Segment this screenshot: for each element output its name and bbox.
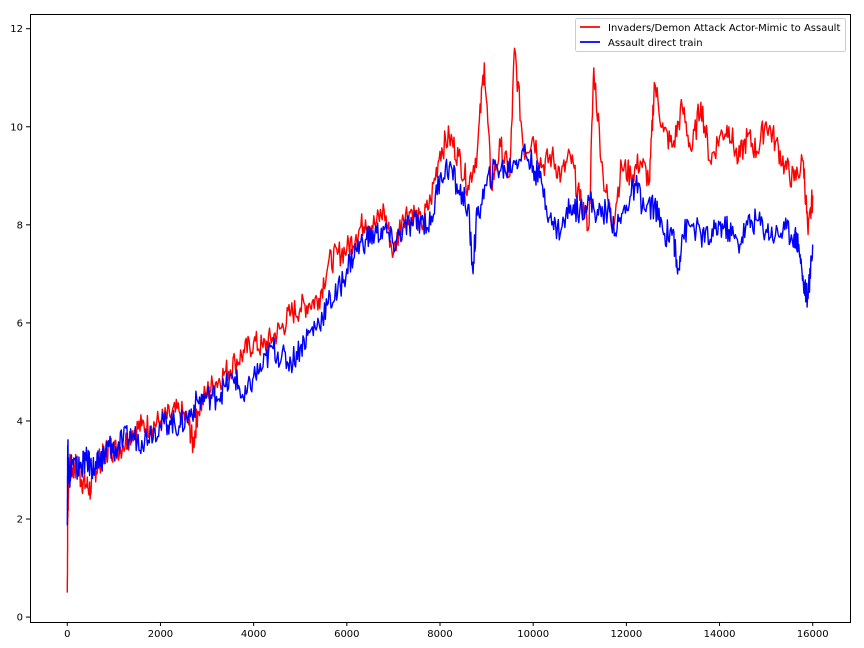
x-tick-label: 2000: [148, 629, 173, 640]
legend-label: Assault direct train: [608, 38, 703, 49]
y-tick-label: 8: [17, 220, 23, 231]
legend: Invaders/Demon Attack Actor-Mimic to Ass…: [575, 18, 846, 52]
x-tick-label: 12000: [610, 629, 642, 640]
y-tick-label: 4: [17, 416, 23, 427]
y-tick-label: 0: [17, 613, 23, 624]
x-tick-label: 6000: [334, 629, 359, 640]
x-tick-label: 10000: [517, 629, 549, 640]
x-tick-label: 16000: [797, 629, 829, 640]
legend-box: [575, 18, 846, 52]
legend-label: Invaders/Demon Attack Actor-Mimic to Ass…: [608, 23, 840, 34]
x-tick-label: 4000: [241, 629, 266, 640]
series-line-blue: [66, 143, 814, 526]
y-tick-label: 12: [10, 24, 23, 35]
y-tick-label: 6: [17, 318, 23, 329]
x-tick-label: 0: [64, 629, 70, 640]
x-tick-label: 14000: [704, 629, 736, 640]
series-layer: [66, 47, 814, 593]
y-axis-ticks: 0 2 4 6 8 10 12: [10, 24, 30, 624]
plot-area: [30, 14, 850, 622]
x-axis-ticks: 0 2000 4000 6000 8000 10000 12000 14000 16000: [64, 622, 829, 640]
y-tick-label: 2: [17, 515, 23, 526]
y-tick-label: 10: [10, 122, 23, 133]
x-tick-label: 8000: [427, 629, 452, 640]
